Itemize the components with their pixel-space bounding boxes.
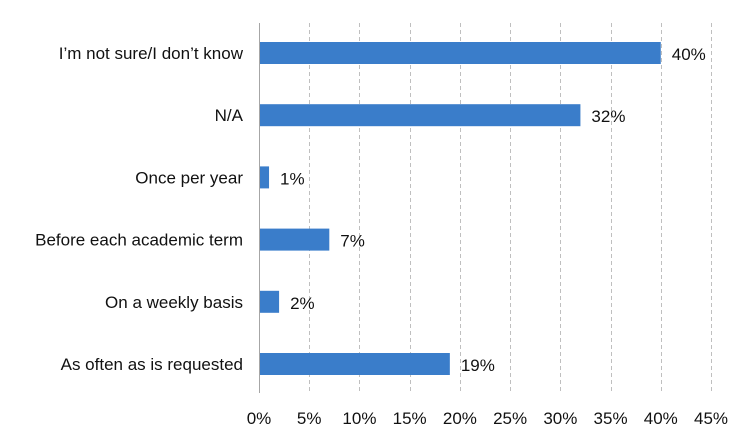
- bar: [260, 42, 661, 64]
- x-tick-label: 35%: [594, 409, 628, 428]
- x-tick-label: 30%: [543, 409, 577, 428]
- x-tick-label: 40%: [644, 409, 678, 428]
- x-tick-label: 20%: [443, 409, 477, 428]
- category-label: On a weekly basis: [105, 293, 243, 312]
- labels: I’m not sure/I don’t know 40% N/A 32% Once p…: [35, 44, 728, 428]
- data-label: 1%: [280, 169, 305, 188]
- x-tick-label: 0%: [247, 409, 272, 428]
- data-label: 19%: [461, 356, 495, 375]
- category-label: N/A: [215, 106, 244, 125]
- bar: [260, 104, 581, 127]
- x-tick-label: 10%: [342, 409, 376, 428]
- category-label: Before each academic term: [35, 231, 243, 250]
- data-label: 40%: [672, 45, 706, 64]
- x-tick-label: 15%: [393, 409, 427, 428]
- category-label: I’m not sure/I don’t know: [59, 44, 244, 63]
- x-tick-label: 25%: [493, 409, 527, 428]
- category-label: As often as is requested: [61, 355, 243, 374]
- category-label: Once per year: [135, 168, 243, 187]
- data-label: 2%: [290, 294, 315, 313]
- x-tick-label: 5%: [297, 409, 322, 428]
- bar: [260, 290, 280, 313]
- bar: [260, 166, 270, 189]
- x-tick-label: 45%: [694, 409, 728, 428]
- data-label: 7%: [340, 232, 365, 251]
- gridlines: [309, 23, 712, 393]
- bar: [260, 228, 330, 251]
- bar: [260, 353, 450, 375]
- data-label: 32%: [591, 107, 625, 126]
- bars: [260, 42, 661, 375]
